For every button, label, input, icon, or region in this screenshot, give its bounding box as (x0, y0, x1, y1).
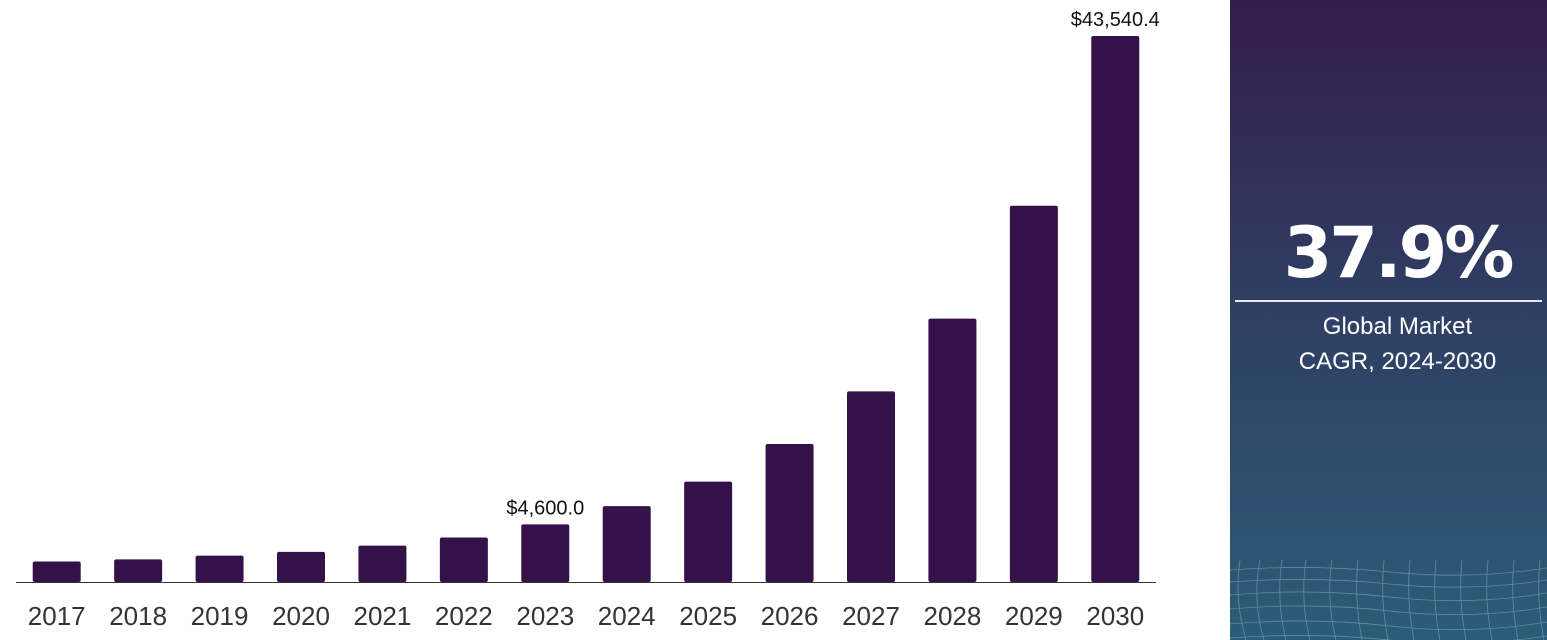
bar-2021 (358, 545, 407, 582)
x-tick-label: 2022 (435, 601, 493, 631)
x-tick-label: 2025 (679, 601, 737, 631)
bar-2019 (195, 555, 244, 582)
x-tick-label: 2017 (28, 601, 86, 631)
bar-2029 (1009, 205, 1058, 582)
x-tick-label: 2027 (842, 601, 900, 631)
bar-2030 (1091, 36, 1140, 582)
bar-2025 (684, 481, 733, 582)
bar-chart: 2017 2018 2019 2020 2021 2022 2023 2024 2025 2026… (16, 9, 1160, 631)
chart-svg: 2017 2018 2019 2020 2021 2022 2023 2024 2025 2026… (16, 9, 1160, 631)
bar-2022 (439, 537, 488, 582)
cagr-divider (1235, 300, 1542, 302)
x-tick-label: 2026 (761, 601, 819, 631)
bar-2017 (32, 561, 81, 582)
x-tick-label: 2019 (191, 601, 249, 631)
x-tick-label: 2023 (516, 601, 574, 631)
cagr-panel: 37.9% Global Market CAGR, 2024-2030 (1230, 0, 1547, 640)
cagr-caption-line1: Global Market (1322, 313, 1473, 340)
x-tick-label: 2018 (109, 601, 167, 631)
bar-2028 (928, 318, 977, 582)
x-tick-label: 2028 (924, 601, 982, 631)
bar-2026 (765, 444, 814, 582)
x-tick-label: 2024 (598, 601, 656, 631)
bar-2020 (277, 551, 325, 582)
cagr-value: 37.9% (1283, 212, 1515, 294)
mesh-pattern-decoration (1230, 560, 1547, 640)
bar-2024 (602, 506, 651, 582)
data-label-2023: $4,600.0 (506, 497, 584, 519)
cagr-caption-line2: CAGR, 2024-2030 (1298, 348, 1497, 375)
bar-2023 (521, 524, 570, 582)
x-tick-label: 2029 (1005, 601, 1063, 631)
data-label-2030: $43,540.4 (1071, 9, 1160, 31)
bar-2027 (847, 391, 895, 582)
x-tick-label: 2030 (1086, 601, 1144, 631)
x-tick-label: 2020 (272, 601, 330, 631)
bar-2018 (114, 559, 163, 582)
x-tick-label: 2021 (354, 601, 412, 631)
